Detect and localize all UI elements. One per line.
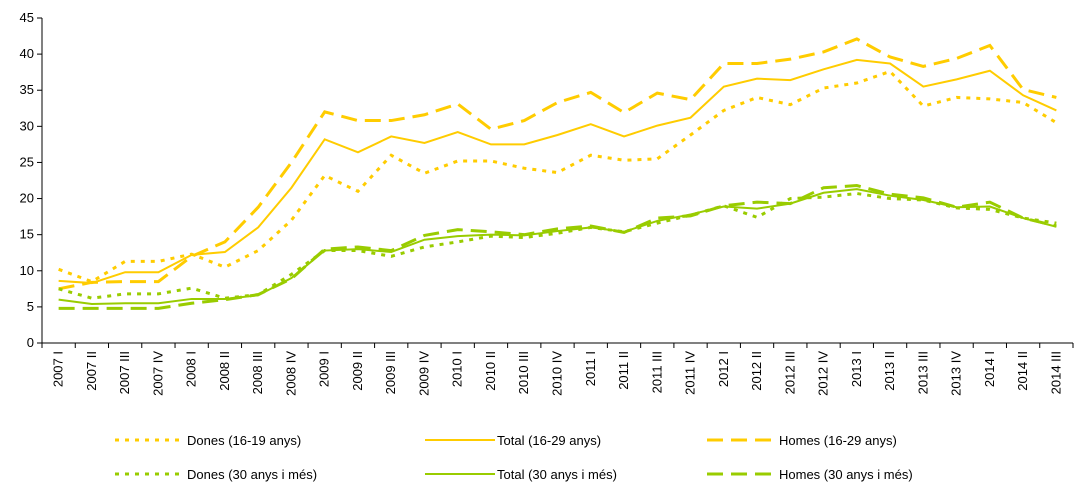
- series-line: [58, 184, 1057, 310]
- series-line: [58, 37, 1057, 291]
- x-tick-label: 2009 III: [383, 351, 398, 394]
- x-tick-label: 2009 I: [317, 351, 332, 387]
- x-tick-label: 2010 III: [516, 351, 531, 394]
- x-tick-label: 2009 II: [350, 351, 365, 391]
- y-tick-label: 15: [20, 227, 34, 242]
- x-tick-label: 2007 I: [51, 351, 66, 387]
- x-tick-label: 2014 III: [1048, 351, 1063, 394]
- series-line: [58, 188, 1057, 306]
- legend-label: Total (16-29 anys): [497, 433, 601, 448]
- series-line: [58, 191, 1057, 300]
- x-tick-label: 2011 II: [616, 351, 631, 390]
- x-tick-label: 2013 I: [849, 351, 864, 387]
- x-tick-label: 2008 II: [217, 351, 232, 391]
- y-tick-label: 0: [27, 335, 34, 350]
- x-tick-label: 2011 III: [649, 351, 664, 393]
- x-tick-label: 2012 I: [716, 351, 731, 387]
- x-tick-label: 2013 IV: [949, 351, 964, 396]
- x-tick-label: 2007 IV: [150, 351, 165, 396]
- x-tick-label: 2013 III: [915, 351, 930, 394]
- x-tick-label: 2010 II: [483, 351, 498, 391]
- y-tick-label: 5: [27, 299, 34, 314]
- y-tick-label: 25: [20, 154, 34, 169]
- x-tick-label: 2012 II: [749, 351, 764, 391]
- x-tick-label: 2013 II: [882, 351, 897, 391]
- x-tick-label: 2010 I: [450, 351, 465, 387]
- x-tick-label: 2012 III: [782, 351, 797, 394]
- y-tick-label: 45: [20, 10, 34, 25]
- x-tick-label: 2008 IV: [283, 351, 298, 396]
- series-line: [58, 58, 1057, 285]
- y-tick-label: 35: [20, 82, 34, 97]
- x-tick-label: 2014 I: [982, 351, 997, 387]
- y-tick-label: 10: [20, 263, 34, 278]
- x-tick-label: 2014 II: [1015, 351, 1030, 391]
- legend-label: Dones (30 anys i més): [187, 467, 317, 482]
- x-tick-label: 2009 IV: [416, 351, 431, 396]
- x-tick-label: 2008 I: [184, 351, 199, 387]
- legend-label: Homes (16-29 anys): [779, 433, 897, 448]
- x-tick-label: 2010 IV: [550, 351, 565, 396]
- y-tick-label: 30: [20, 118, 34, 133]
- x-tick-label: 2011 I: [583, 351, 598, 386]
- y-tick-label: 40: [20, 46, 34, 61]
- x-tick-label: 2007 III: [117, 351, 132, 394]
- x-tick-label: 2011 IV: [683, 351, 698, 395]
- x-tick-label: 2008 III: [250, 351, 265, 394]
- y-tick-label: 20: [20, 191, 34, 206]
- legend-label: Dones (16-19 anys): [187, 433, 301, 448]
- x-tick-label: 2007 II: [84, 351, 99, 391]
- legend-label: Homes (30 anys i més): [779, 467, 913, 482]
- legend-label: Total (30 anys i més): [497, 467, 617, 482]
- x-tick-label: 2012 IV: [816, 351, 831, 396]
